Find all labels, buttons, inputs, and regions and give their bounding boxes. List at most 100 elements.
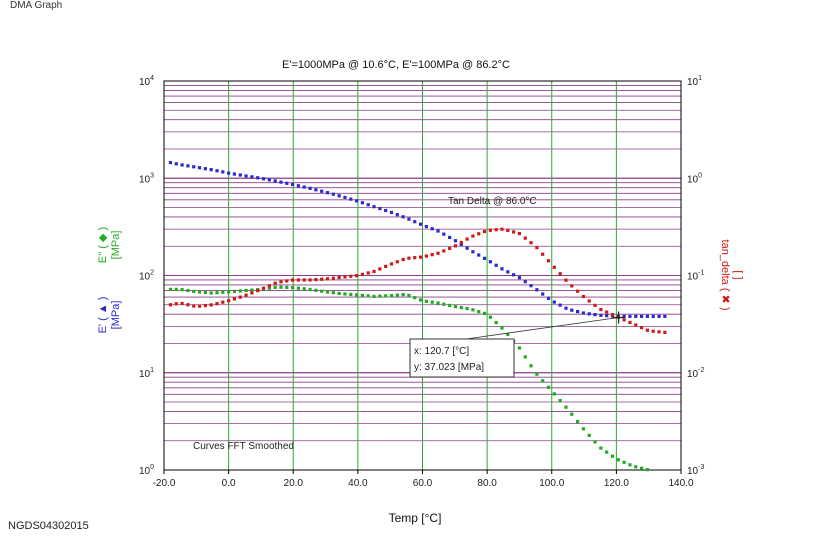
storage_modulus-point <box>645 314 649 318</box>
storage_modulus-point <box>343 195 347 200</box>
tan_delta-point <box>593 303 597 307</box>
storage_modulus-point <box>366 203 370 207</box>
tan_delta-point <box>477 232 481 236</box>
loss_modulus-point <box>366 294 370 298</box>
storage_modulus-point <box>628 314 632 318</box>
tan_delta-point <box>186 303 190 307</box>
tan_delta-point <box>465 237 469 241</box>
storage_modulus-point <box>349 197 353 201</box>
storage_modulus-point <box>168 160 173 165</box>
loss_modulus-point <box>593 440 597 444</box>
loss-modulus-axis-label: E" ( ◆ ) <box>97 227 109 263</box>
loss_modulus-point <box>168 287 173 291</box>
storage_modulus-point <box>197 166 202 170</box>
loss_modulus-point <box>203 290 207 295</box>
storage_modulus-point <box>221 170 225 174</box>
storage_modulus-point <box>261 177 266 181</box>
tan_delta-point <box>192 304 196 308</box>
x-tick-labels: -20.0 0.0 20.0 40.0 60.0 80.0 100.0 120.0 140.0 <box>153 470 694 489</box>
y-left-lower-label: E' ( ▲ ) [MPa] <box>97 297 122 334</box>
tan_delta-point <box>546 259 551 263</box>
storage_modulus-point <box>424 224 428 229</box>
storage_modulus-point <box>174 162 178 166</box>
storage_modulus-point <box>477 253 481 257</box>
storage_modulus-point <box>471 250 475 254</box>
tan_delta-point <box>337 275 341 280</box>
storage_modulus-point <box>651 314 655 318</box>
loss-modulus-axis-unit: [MPa] <box>110 231 122 260</box>
tan_delta-point <box>325 277 330 281</box>
storage_modulus-point <box>570 308 574 312</box>
loss_modulus-point <box>267 286 271 290</box>
storage_modulus-point <box>378 206 382 211</box>
storage_modulus-point <box>192 165 196 169</box>
tan_delta-point <box>541 252 545 256</box>
loss_modulus-point <box>639 466 644 470</box>
tan_delta-point <box>453 244 458 248</box>
storage_modulus-point <box>285 181 289 185</box>
tan_delta-point <box>564 278 568 282</box>
loss_modulus-point <box>424 299 428 303</box>
loss_modulus-point <box>529 364 533 368</box>
loss_modulus-point <box>616 458 620 462</box>
tan_delta-point <box>459 240 463 245</box>
loss_modulus-point <box>581 427 586 431</box>
loss_modulus-point <box>442 302 446 306</box>
y-left-tick-label: 102 <box>139 270 154 283</box>
loss_modulus-point <box>418 298 423 302</box>
x-tick-label: 0.0 <box>222 478 236 489</box>
storage-modulus-axis-unit: [MPa] <box>110 301 122 330</box>
x-tick-label: 80.0 <box>477 478 497 489</box>
loss_modulus-point <box>378 294 382 298</box>
tan-delta-axis-unit: [ ] <box>732 270 744 279</box>
tan_delta-point <box>448 246 452 251</box>
storage_modulus-point <box>354 199 359 203</box>
tan_delta-point <box>581 294 586 299</box>
y-left-tick-labels: 100 101 102 103 104 <box>139 75 154 477</box>
loss_modulus-series <box>168 285 649 472</box>
y-right-tick-label: 10-2 <box>687 367 704 380</box>
tan_delta-point <box>558 272 562 276</box>
loss_modulus-point <box>180 288 184 292</box>
tan_delta-point <box>168 303 173 307</box>
storage_modulus-point <box>558 303 562 307</box>
tan_delta-point <box>471 234 475 238</box>
tan_delta-point <box>366 271 370 275</box>
storage_modulus-point <box>465 246 469 250</box>
loss_modulus-point <box>360 293 364 297</box>
loss_modulus-point <box>552 392 556 396</box>
loss_modulus-point <box>564 405 568 409</box>
storage_modulus-point <box>494 263 498 267</box>
loss_modulus-point <box>622 460 626 464</box>
tan_delta-point <box>424 254 428 258</box>
storage_modulus-point <box>442 232 446 236</box>
x-tick-label: 20.0 <box>284 478 304 489</box>
tan_delta-point <box>610 313 615 317</box>
y-right-tick-labels: 10-3 10-2 10-1 100 101 <box>687 75 704 477</box>
loss_modulus-point <box>395 293 399 297</box>
loss_modulus-point <box>197 290 202 294</box>
y-right-tick-label: 10-1 <box>687 270 704 283</box>
cursor-readout: x: 120.7 [°C] y: 37.023 [MPa] <box>409 311 625 378</box>
tan_delta-point <box>494 228 498 232</box>
storage_modulus-point <box>401 215 405 219</box>
tan_delta-point <box>436 251 440 255</box>
loss_modulus-point <box>215 291 219 295</box>
storage_modulus-point <box>500 267 504 271</box>
storage_modulus-point <box>581 311 586 315</box>
storage_modulus-point <box>564 306 568 310</box>
cursor-box <box>409 338 515 378</box>
storage_modulus-point <box>407 217 411 221</box>
smoothing-note: Curves FFT Smoothed <box>193 441 294 452</box>
loss_modulus-point <box>535 372 539 376</box>
tan_delta-point <box>244 293 248 297</box>
loss_modulus-point <box>308 287 312 292</box>
storage_modulus-point <box>244 174 248 178</box>
loss_modulus-point <box>325 290 330 294</box>
tan_delta-point <box>320 277 324 281</box>
loss_modulus-point <box>209 291 213 295</box>
loss_modulus-point <box>558 398 562 403</box>
storage_modulus-point <box>372 205 376 209</box>
tan_delta-point <box>285 279 289 283</box>
storage_modulus-point <box>605 314 609 318</box>
